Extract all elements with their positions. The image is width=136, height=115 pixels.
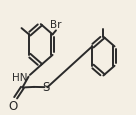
Text: Br: Br <box>50 20 62 29</box>
Text: O: O <box>9 99 18 112</box>
Text: HN: HN <box>12 73 27 82</box>
Text: S: S <box>42 81 49 94</box>
